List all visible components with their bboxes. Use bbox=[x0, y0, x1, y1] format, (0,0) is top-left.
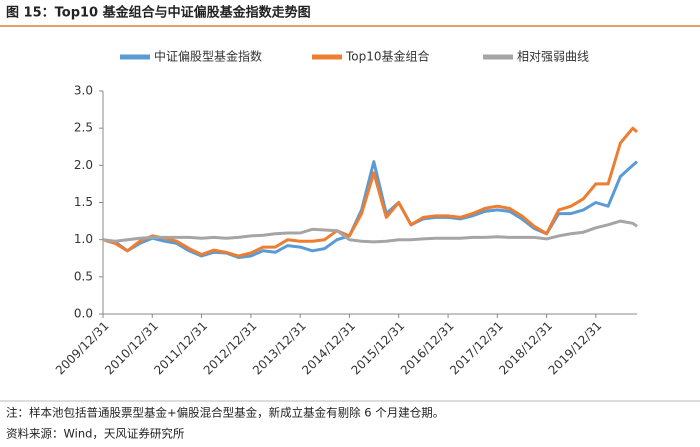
y-tick-label: 0.5 bbox=[74, 269, 93, 283]
footnote: 注：样本池包括普通股票型基金+偏股混合型基金，新成立基金有剔除 6 个月建仓期。 bbox=[6, 406, 444, 420]
y-tick-label: 2.0 bbox=[74, 158, 93, 172]
x-tick-label: 2019/12/31 bbox=[546, 319, 605, 378]
source: 资料来源：Wind，天风证券研究所 bbox=[6, 427, 185, 441]
legend-label: Top10基金组合 bbox=[345, 49, 430, 64]
y-tick-label: 1.5 bbox=[74, 195, 93, 209]
y-tick-label: 0.0 bbox=[74, 307, 93, 321]
series-line bbox=[102, 219, 638, 244]
y-tick-label: 3.0 bbox=[74, 84, 93, 98]
y-tick-label: 1.0 bbox=[74, 232, 93, 246]
y-tick-label: 2.5 bbox=[74, 121, 93, 135]
legend-label: 相对强弱曲线 bbox=[517, 50, 589, 64]
series-line bbox=[102, 126, 638, 258]
chart-title: 图 15：Top10 基金组合与中证偏股基金指数走势图 bbox=[6, 5, 311, 21]
legend-label: 中证偏股型基金指数 bbox=[154, 49, 262, 64]
